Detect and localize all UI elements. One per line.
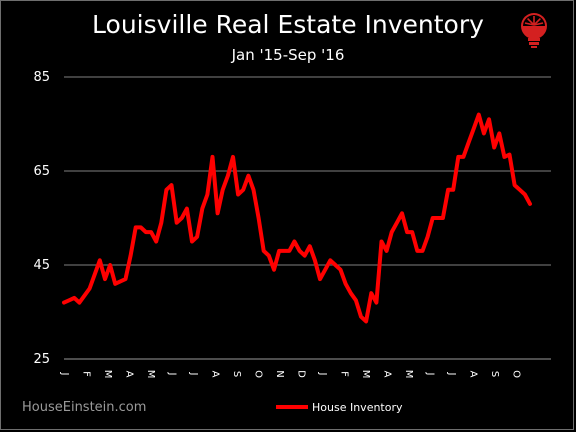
y-axis-ticks: 25 45 65 85: [33, 70, 50, 367]
x-tick-label: J: [59, 372, 70, 376]
legend-label: House Inventory: [312, 400, 403, 414]
x-tick-label: J: [167, 372, 178, 376]
x-tick-label: M: [102, 370, 113, 379]
x-tick-label: F: [339, 371, 350, 377]
x-tick-label: S: [489, 371, 500, 377]
series-line-house-inventory: [62, 112, 532, 324]
x-tick-label: J: [446, 372, 457, 376]
x-tick-label: S: [231, 371, 242, 377]
x-tick-label: M: [403, 370, 414, 379]
x-tick-label: J: [188, 372, 199, 376]
series-lines: [62, 112, 532, 324]
y-tick-label: 85: [33, 70, 50, 85]
lightbulb-icon: [514, 10, 554, 50]
x-tick-label: A: [468, 371, 479, 378]
legend-swatch: [276, 405, 308, 409]
x-tick-label: M: [360, 370, 371, 379]
x-tick-label: M: [145, 370, 156, 379]
x-tick-label: J: [317, 372, 328, 376]
chart-subtitle: Jan '15-Sep '16: [231, 46, 345, 64]
y-tick-label: 65: [33, 164, 50, 179]
x-tick-label: D: [296, 370, 307, 378]
gridlines: [64, 76, 551, 360]
x-tick-label: A: [382, 371, 393, 378]
x-tick-label: J: [425, 372, 436, 376]
x-tick-label: A: [210, 371, 221, 378]
y-tick-label: 45: [33, 258, 50, 273]
x-tick-label: O: [511, 370, 522, 378]
x-tick-label: O: [253, 370, 264, 378]
x-tick-label: F: [81, 371, 92, 377]
x-tick-label: N: [274, 370, 285, 377]
legend: House Inventory: [276, 398, 403, 416]
chart-title: Louisville Real Estate Inventory: [92, 10, 484, 39]
source-credit: HouseEinstein.com: [22, 400, 147, 415]
y-tick-label: 25: [33, 352, 50, 367]
x-tick-label: A: [124, 371, 135, 378]
